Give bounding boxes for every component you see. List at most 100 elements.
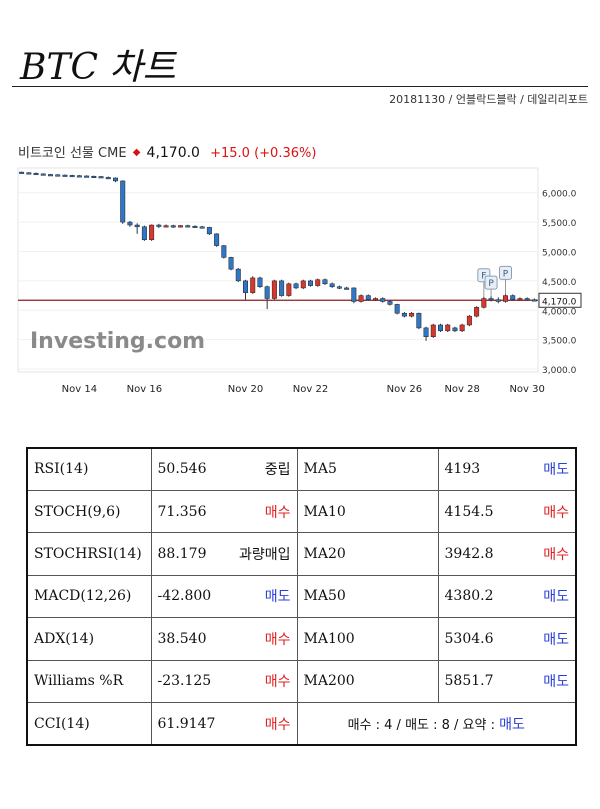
ma-signal: 매수 bbox=[543, 504, 569, 521]
candle-body bbox=[243, 280, 248, 293]
candle-body bbox=[445, 324, 451, 332]
ma-value: 4193 매도 bbox=[437, 447, 577, 491]
candle-body bbox=[495, 299, 501, 302]
candle-body bbox=[286, 283, 292, 296]
indicator-signal: 매수 bbox=[264, 716, 291, 733]
candle-body bbox=[228, 257, 234, 270]
candle-body bbox=[33, 173, 39, 176]
indicator-value: -42.800 매도 bbox=[150, 574, 298, 619]
y-tick-label: 4,000.0 bbox=[542, 307, 577, 317]
y-tick-label: 3,500.0 bbox=[542, 337, 577, 347]
indicator-row: STOCH(9,6) 71.356 매수 MA10 4154.5 매수 bbox=[26, 489, 577, 534]
candle-body bbox=[308, 280, 313, 286]
candle-body bbox=[84, 175, 90, 178]
ma-signal: 매도 bbox=[543, 462, 569, 479]
candle-body bbox=[293, 283, 299, 289]
indicator-signal: 매도 bbox=[264, 589, 291, 606]
y-tick-label: 3,000.0 bbox=[542, 366, 577, 376]
ma-signal: 매도 bbox=[543, 589, 569, 606]
candle-body bbox=[401, 312, 407, 317]
diamond-icon: ◆ bbox=[132, 147, 141, 158]
summary-result: 매도 bbox=[499, 716, 525, 733]
candle-body bbox=[40, 173, 46, 176]
candle-body bbox=[351, 287, 357, 302]
indicator-value: 88.179 과량매입 bbox=[150, 532, 298, 576]
candle-body bbox=[531, 299, 537, 302]
indicator-signal: 중립 bbox=[264, 462, 291, 479]
candle-body bbox=[76, 175, 82, 178]
candle-body bbox=[409, 312, 415, 317]
ma-signal: 매도 bbox=[543, 674, 569, 691]
plot-area bbox=[17, 167, 539, 373]
x-tick-label: Nov 20 bbox=[228, 384, 263, 395]
indicator-row: ADX(14) 38.540 매수 MA100 5304.6 매도 bbox=[26, 617, 577, 661]
indicator-name: CCI(14) bbox=[26, 702, 152, 746]
candle-body bbox=[98, 176, 104, 179]
candle-body bbox=[156, 224, 162, 227]
ma-signal: 매도 bbox=[543, 631, 569, 648]
candle-body bbox=[105, 177, 111, 180]
candle-body bbox=[192, 225, 198, 228]
candle-body bbox=[503, 295, 508, 302]
indicator-signal: 매수 bbox=[264, 504, 291, 521]
candle-body bbox=[387, 301, 393, 305]
indicator-name: ADX(14) bbox=[26, 617, 152, 661]
investing-watermark: Investing.com bbox=[30, 329, 205, 354]
event-marker-label: P bbox=[488, 279, 494, 289]
candle-body bbox=[55, 174, 61, 177]
candle-body bbox=[358, 295, 364, 302]
candle-body bbox=[300, 280, 306, 289]
candle-body bbox=[120, 180, 126, 223]
indicator-name: RSI(14) bbox=[26, 447, 152, 491]
candle-body bbox=[524, 298, 530, 301]
candle-body bbox=[488, 298, 494, 301]
indicator-signal: 매수 bbox=[264, 674, 291, 691]
indicator-name: MACD(12,26) bbox=[26, 574, 152, 619]
ma-name: MA50 bbox=[296, 574, 439, 619]
candle-body bbox=[315, 279, 321, 286]
event-marker bbox=[484, 275, 498, 290]
candle-body bbox=[134, 224, 140, 228]
chart-header: 비트코인 선물 CME ◆ 4,170.0 +15.0 (+0.36%) bbox=[18, 142, 316, 161]
candle-body bbox=[250, 277, 256, 293]
indicator-row: MACD(12,26) -42.800 매도 MA50 4380.2 매도 bbox=[26, 574, 577, 619]
ma-name: MA200 bbox=[296, 659, 439, 704]
indicator-row: Williams %R -23.125 매수 MA200 5851.7 매도 bbox=[26, 659, 577, 704]
ma-value: 4154.5 매수 bbox=[437, 489, 577, 534]
candle-body bbox=[329, 283, 335, 288]
candle-body bbox=[466, 315, 472, 326]
candle-body bbox=[214, 233, 220, 246]
ma-name: MA100 bbox=[296, 617, 439, 661]
indicator-row: RSI(14) 50.546 중립 MA5 4193 매도 bbox=[26, 447, 577, 491]
current-price-label: 4,170.0 bbox=[542, 297, 577, 307]
indicator-value: 38.540 매수 bbox=[150, 617, 298, 661]
y-tick-label: 4,500.0 bbox=[542, 278, 577, 288]
candle-body bbox=[344, 287, 350, 290]
indicator-name: STOCH(9,6) bbox=[26, 489, 152, 534]
y-tick-label: 6,000.0 bbox=[542, 190, 577, 200]
title-divider bbox=[12, 86, 588, 87]
candle-body bbox=[69, 175, 75, 178]
x-tick-label: Nov 30 bbox=[509, 384, 544, 395]
candle-body bbox=[170, 225, 176, 228]
candle-body bbox=[336, 286, 342, 289]
candle-body bbox=[517, 298, 523, 301]
candle-body bbox=[48, 174, 53, 177]
x-tick-label: Nov 28 bbox=[444, 384, 479, 395]
x-tick-label: Nov 26 bbox=[387, 384, 422, 395]
summary-cell: 매수 : 4 / 매도 : 8 / 요약 : 매도 bbox=[296, 702, 577, 746]
price-chart-panel: 비트코인 선물 CME ◆ 4,170.0 +15.0 (+0.36%) 6,0… bbox=[10, 132, 590, 410]
candle-body bbox=[279, 280, 285, 296]
x-tick-label: Nov 16 bbox=[127, 384, 162, 395]
ma-value: 3942.8 매수 bbox=[437, 532, 577, 576]
ma-name: MA10 bbox=[296, 489, 439, 534]
price-change: +15.0 (+0.36%) bbox=[210, 146, 317, 161]
ma-name: MA5 bbox=[296, 447, 439, 491]
event-marker bbox=[499, 265, 512, 280]
event-marker-label: F bbox=[481, 272, 486, 282]
event-marker-label: P bbox=[503, 269, 509, 279]
indicator-name: STOCHRSI(14) bbox=[26, 532, 152, 576]
x-tick-label: Nov 14 bbox=[62, 384, 97, 395]
candle-body bbox=[62, 174, 68, 177]
candle-body bbox=[199, 226, 205, 229]
